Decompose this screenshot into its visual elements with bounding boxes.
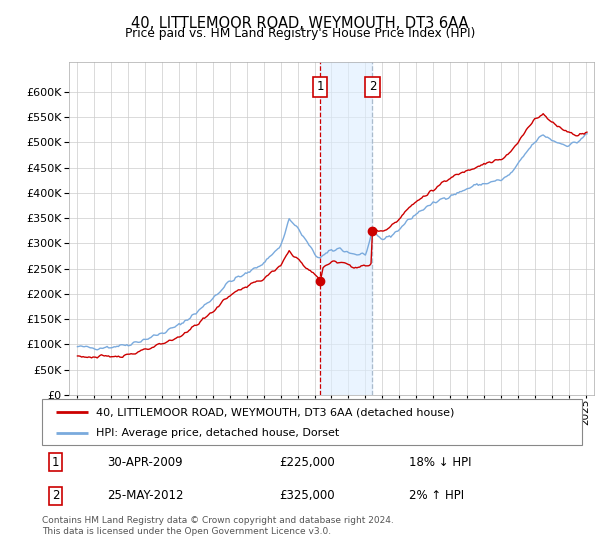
Text: £325,000: £325,000 <box>280 489 335 502</box>
Text: 30-APR-2009: 30-APR-2009 <box>107 456 182 469</box>
Text: 1: 1 <box>316 80 324 94</box>
Text: 25-MAY-2012: 25-MAY-2012 <box>107 489 184 502</box>
Bar <box>320 62 373 395</box>
Text: 40, LITTLEMOOR ROAD, WEYMOUTH, DT3 6AA: 40, LITTLEMOOR ROAD, WEYMOUTH, DT3 6AA <box>131 16 469 31</box>
Text: Price paid vs. HM Land Registry's House Price Index (HPI): Price paid vs. HM Land Registry's House … <box>125 27 475 40</box>
Text: Contains HM Land Registry data © Crown copyright and database right 2024.
This d: Contains HM Land Registry data © Crown c… <box>42 516 394 536</box>
Text: 1: 1 <box>52 456 59 469</box>
Text: 2: 2 <box>52 489 59 502</box>
Text: 2: 2 <box>369 80 376 94</box>
Text: 2% ↑ HPI: 2% ↑ HPI <box>409 489 464 502</box>
Text: HPI: Average price, detached house, Dorset: HPI: Average price, detached house, Dors… <box>96 428 339 438</box>
Text: 18% ↓ HPI: 18% ↓ HPI <box>409 456 472 469</box>
Text: £225,000: £225,000 <box>280 456 335 469</box>
Text: 40, LITTLEMOOR ROAD, WEYMOUTH, DT3 6AA (detached house): 40, LITTLEMOOR ROAD, WEYMOUTH, DT3 6AA (… <box>96 407 454 417</box>
FancyBboxPatch shape <box>42 399 582 445</box>
